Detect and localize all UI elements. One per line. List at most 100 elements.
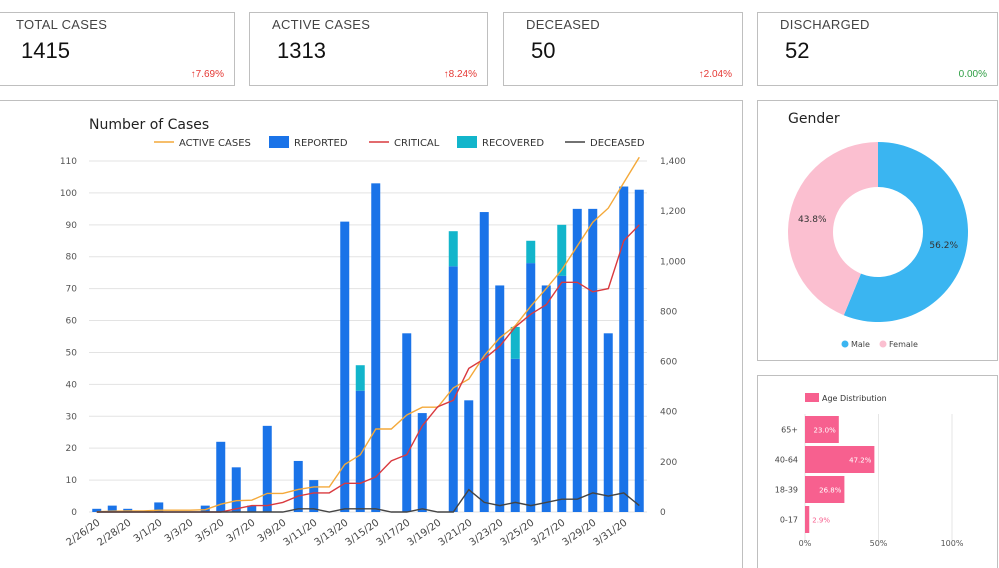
x-tick-label: 3/23/20 [468, 517, 506, 548]
bar-recovered [510, 326, 520, 359]
kpi-card-discharged: DISCHARGED 52 0.00% [757, 12, 998, 86]
category-label: 18-39 [775, 486, 798, 495]
age-chart: Age Distribution 0% 50% 100% 65+ 23.0% 40-64 47… [775, 393, 964, 548]
kpi-delta: 0.00% [958, 69, 987, 80]
kpi-card-total: TOTAL CASES 1415 ↑7.69% [0, 12, 235, 86]
bar-reported [340, 221, 350, 513]
bar-reported [588, 208, 598, 512]
y-left-tick-label: 50 [66, 348, 78, 358]
y-left-tick-label: 110 [60, 157, 77, 167]
y-left-tick-label: 100 [60, 189, 77, 199]
legend-swatch [879, 340, 887, 348]
bar-recovered [557, 224, 567, 276]
y-left-tick-label: 30 [66, 412, 78, 422]
gender-chart: Gender 56.2% 43.8% Male Female [788, 111, 969, 349]
bar-value-label: 23.0% [814, 427, 837, 435]
x-tick-label: 3/27/20 [530, 517, 568, 548]
x-tick-label: 3/29/20 [561, 517, 599, 548]
legend-label: CRITICAL [394, 138, 440, 149]
bar-reported [92, 508, 102, 512]
x-tick-label: 50% [870, 539, 888, 548]
x-tick-label: 3/7/20 [225, 517, 258, 544]
bar-age [805, 416, 839, 443]
y-right-tick-label: 400 [660, 408, 677, 418]
cases-chart: Number of Cases 0 10 20 30 40 50 60 70 80 90 100 110… [60, 117, 686, 549]
y-left-tick-label: 10 [66, 476, 78, 486]
x-tick-label: 0% [799, 539, 812, 548]
bar-reported [107, 505, 117, 512]
chart-title: Number of Cases [89, 117, 209, 133]
legend-label: DECEASED [590, 138, 645, 149]
age-chart-panel: Age Distribution 0% 50% 100% 65+ 23.0% 40-64 47… [757, 375, 998, 568]
kpi-value: 50 [531, 38, 556, 63]
x-tick-label: 3/31/20 [592, 517, 630, 548]
y-right-tick-label: 1,000 [660, 257, 686, 267]
bar-reported [603, 333, 613, 512]
y-left-tick-label: 0 [71, 508, 77, 518]
y-left-tick-label: 80 [66, 253, 78, 263]
x-tick-label: 2/26/20 [65, 517, 103, 548]
legend-label: Female [889, 340, 918, 349]
legend-swatch [269, 136, 289, 148]
bar-reported [634, 189, 644, 512]
bar-reported [355, 390, 365, 512]
x-tick-label: 100% [941, 539, 964, 548]
y-left-tick-label: 20 [66, 444, 78, 454]
bar-recovered [526, 240, 536, 264]
kpi-delta: ↑7.69% [190, 69, 224, 80]
kpi-title: TOTAL CASES [16, 17, 108, 32]
slice-female [788, 142, 878, 316]
y-right-tick-label: 1,400 [660, 157, 686, 167]
bar-reported [495, 285, 505, 512]
bar-reported [526, 263, 536, 512]
x-tick-label: 3/3/20 [163, 517, 196, 544]
y-left-tick-label: 60 [66, 317, 78, 327]
kpi-value: 52 [785, 38, 810, 63]
kpi-title: ACTIVE CASES [272, 17, 371, 32]
bar-reported [464, 400, 474, 512]
slice-label: 56.2% [929, 241, 958, 251]
chart-title: Gender [788, 111, 840, 127]
kpi-delta: ↑2.04% [698, 69, 732, 80]
legend-label: Age Distribution [822, 394, 887, 403]
bar-value-label: 47.2% [849, 457, 872, 465]
legend-swatch [457, 136, 477, 148]
y-left-tick-label: 90 [66, 221, 78, 231]
bar-reported [231, 467, 241, 512]
category-label: 40-64 [775, 456, 798, 465]
line-active-cases [96, 156, 640, 513]
bar-reported [541, 285, 551, 512]
bar-age [805, 446, 875, 473]
y-right-tick-label: 0 [660, 508, 666, 518]
kpi-delta: ↑8.24% [443, 69, 477, 80]
x-tick-label: 3/1/20 [132, 517, 165, 544]
x-tick-label: 3/5/20 [194, 517, 227, 544]
bar-reported [293, 460, 303, 512]
x-tick-label: 3/25/20 [499, 517, 537, 548]
bar-reported [216, 441, 226, 512]
legend-label: ACTIVE CASES [179, 138, 251, 149]
bar-reported [619, 186, 629, 512]
x-tick-label: 3/13/20 [313, 517, 351, 548]
bar-reported [247, 505, 257, 512]
bar-reported [371, 183, 381, 512]
x-tick-label: 3/19/20 [406, 517, 444, 548]
bar-reported [402, 333, 412, 512]
cases-chart-panel: Number of Cases 0 10 20 30 40 50 60 70 80 90 100 110… [0, 100, 743, 568]
kpi-card-active: ACTIVE CASES 1313 ↑8.24% [249, 12, 488, 86]
kpi-value: 1415 [21, 38, 70, 63]
bar-reported [510, 358, 520, 512]
bar-reported [448, 266, 458, 512]
slice-male [843, 142, 969, 322]
bar-reported [557, 275, 567, 512]
x-tick-label: 3/21/20 [437, 517, 475, 548]
kpi-title: DECEASED [526, 17, 600, 32]
x-tick-label: 3/15/20 [344, 517, 382, 548]
x-tick-label: 3/11/20 [282, 517, 320, 548]
legend-swatch [805, 393, 819, 402]
bar-reported [309, 480, 319, 512]
y-left-tick-label: 70 [66, 285, 78, 295]
bar-age [805, 476, 845, 503]
slice-label: 43.8% [798, 215, 827, 225]
bar-reported [200, 505, 210, 512]
